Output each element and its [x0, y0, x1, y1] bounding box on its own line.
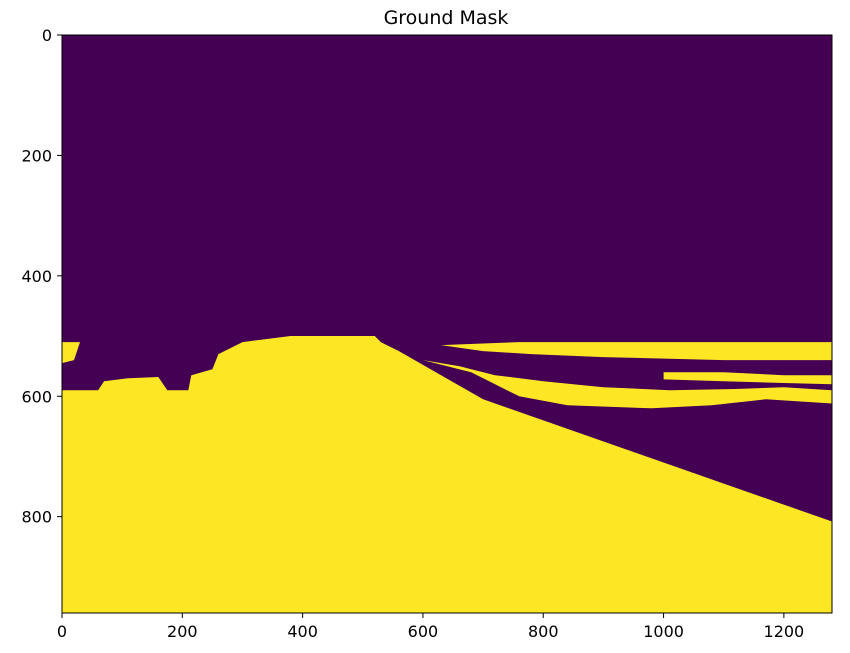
mask-region-4 — [663, 372, 832, 385]
y-tick-label: 600 — [21, 387, 52, 406]
x-tick-label: 400 — [287, 622, 318, 641]
x-tick-label: 1000 — [643, 622, 684, 641]
mask-region-2 — [441, 342, 832, 361]
plot-area — [61, 34, 833, 614]
y-tick-label: 0 — [42, 26, 52, 45]
x-tick-label: 200 — [167, 622, 198, 641]
y-tick-label: 800 — [21, 508, 52, 527]
mask-region-0 — [62, 336, 832, 613]
y-axis: 0 200 400 600 800 — [21, 26, 62, 527]
x-tick-label: 600 — [408, 622, 439, 641]
y-tick-label: 200 — [21, 146, 52, 165]
mask-region-3 — [422, 360, 832, 409]
chart-title: Ground Mask — [384, 7, 509, 29]
plot-frame — [61, 34, 833, 614]
x-tick-label: 800 — [528, 622, 559, 641]
mask-region-1 — [62, 342, 80, 364]
y-tick-label: 400 — [21, 267, 52, 286]
x-axis: 0 200 400 600 800 1000 1200 — [57, 613, 804, 641]
x-tick-label: 1200 — [764, 622, 805, 641]
x-tick-label: 0 — [57, 622, 67, 641]
